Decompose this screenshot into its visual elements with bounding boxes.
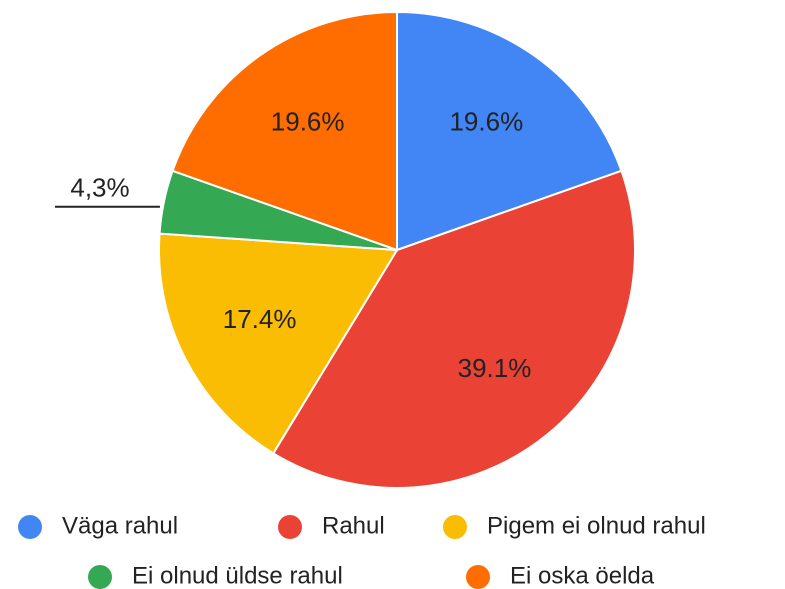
legend-marker — [88, 565, 112, 589]
legend: Väga rahul Rahul Pigem ei olnud rahul Ei ol… — [18, 512, 706, 589]
legend-label: Ei olnud üldse rahul — [132, 562, 343, 589]
legend-label: Rahul — [322, 512, 385, 539]
legend-label: Pigem ei olnud rahul — [487, 512, 706, 539]
legend-marker — [278, 515, 302, 539]
pie-slice — [271, 169, 636, 489]
slice-label: 4,3% — [70, 173, 129, 203]
pie-slice — [171, 10, 398, 252]
legend-marker — [443, 515, 467, 539]
legend-label: Ei oska öelda — [510, 562, 655, 589]
pie-slice — [158, 232, 399, 455]
slice-label: 39.1% — [458, 353, 532, 383]
slice-label: 19.6% — [449, 107, 523, 137]
legend-label: Väga rahul — [62, 512, 178, 539]
slice-label: 19.6% — [271, 107, 345, 137]
legend-marker — [466, 565, 490, 589]
legend-marker — [18, 515, 42, 539]
slice-label: 17.4% — [223, 304, 297, 334]
pie: 19.6% 39.1% 17.4% 4,3% 19.6% — [55, 10, 636, 489]
